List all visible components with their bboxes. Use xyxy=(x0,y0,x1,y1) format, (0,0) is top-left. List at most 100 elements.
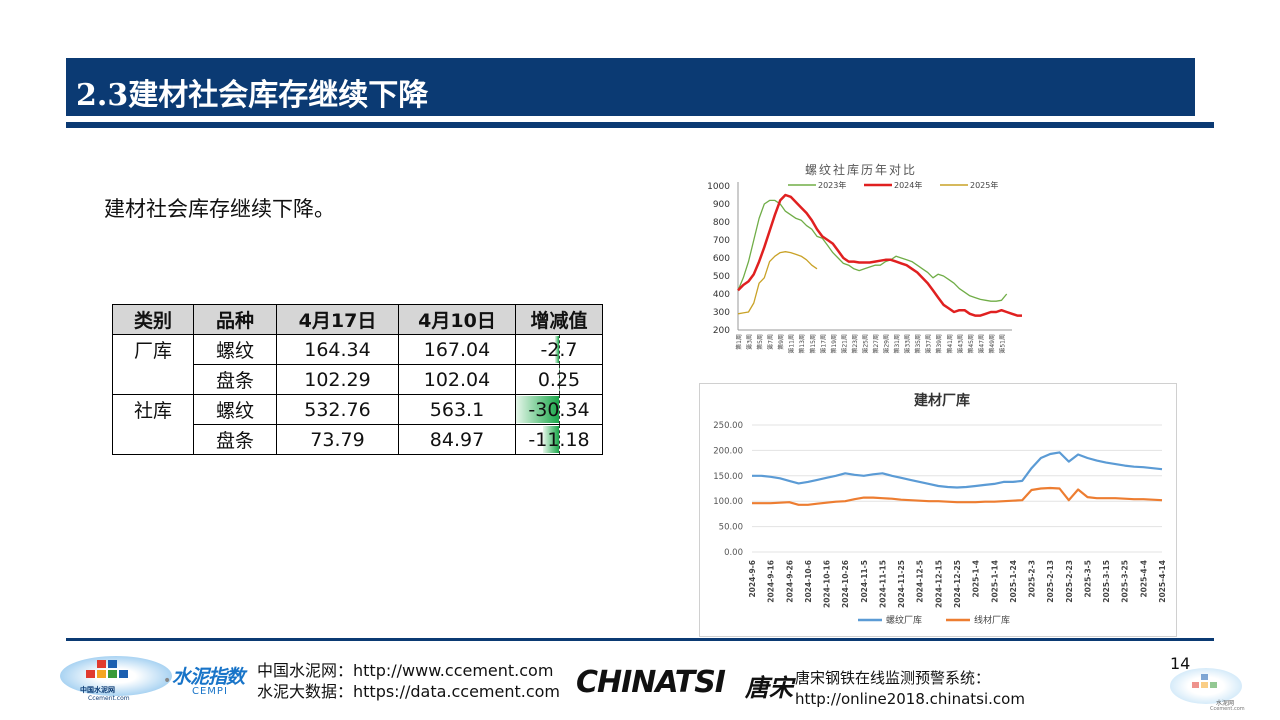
chinatsi-system-label: 唐宋钢铁在线监测预警系统： xyxy=(795,669,991,687)
chart1-x-tick-label: 第3周 xyxy=(746,334,754,350)
chart1-y-tick-label: 600 xyxy=(713,254,730,264)
table-row: 社库 螺纹 532.76 563.1 -30.34 xyxy=(112,394,603,425)
chart1-y-tick-label: 200 xyxy=(713,326,730,336)
chart2-x-tick-label: 2025-3-15 xyxy=(1102,560,1111,603)
chart1-x-tick-label: 第9周 xyxy=(777,334,785,350)
chart1-y-tick-label: 800 xyxy=(713,218,730,228)
mill-inventory-chart: 建材厂库 0.00 50.00 100.00 150.00 200.00 250.00 202… xyxy=(713,392,1167,626)
chart1-legend-label: 2024年 xyxy=(894,180,922,190)
chart2-x-tick-label: 2024-10-26 xyxy=(841,560,850,608)
chart1-x-tick-label: 第1周 xyxy=(735,334,743,350)
data-ccement-link[interactable]: 水泥大数据：https://data.ccement.com xyxy=(257,682,561,701)
chart1-series-line xyxy=(737,251,818,315)
cell-change: -2.7 xyxy=(515,334,603,365)
logo-square-green xyxy=(108,670,117,678)
chart1-x-tick-label: 第25周 xyxy=(861,334,869,354)
header-variety: 品种 xyxy=(193,304,277,335)
cell-apr10: 167.04 xyxy=(398,334,516,365)
logo-square-red xyxy=(97,660,106,668)
chart1-x-tick-label: 第11周 xyxy=(788,334,796,354)
change-bar xyxy=(516,396,559,423)
cell-apr17: 102.29 xyxy=(276,364,399,395)
rebar-social-inventory-chart: 螺纹社库历年对比2003004005006007008009001000第1周第… xyxy=(707,162,1022,354)
page-number: 14 xyxy=(1170,654,1191,673)
cell-change: 0.25 xyxy=(515,364,603,395)
chart2-x-tick-label: 2024-11-15 xyxy=(878,560,887,608)
tangsong-logo: 唐宋 xyxy=(745,673,793,702)
change-bar xyxy=(543,426,559,453)
chart2-x-tick-label: 2025-2-23 xyxy=(1065,560,1074,603)
chart2-x-tick-label: 2024-12-25 xyxy=(953,560,962,608)
logo-square-red xyxy=(1192,682,1199,688)
chinatsi-system-link[interactable]: http://online2018.chinatsi.com xyxy=(795,690,1025,708)
chart2-x-tick-label: 2024-10-6 xyxy=(804,560,813,603)
chart2-legend-label: 螺纹厂库 xyxy=(886,614,922,626)
ccement-logo-right-cn: 水泥网 xyxy=(1216,700,1235,707)
chart2-x-tick-label: 2024-11-25 xyxy=(897,560,906,608)
cell-variety: 螺纹 xyxy=(193,394,277,425)
footer-links: 中国水泥网：http://www.ccement.com 水泥大数据：https… xyxy=(257,660,560,702)
chart2-x-tick-label: 2025-3-5 xyxy=(1083,560,1092,598)
logo-square-orange xyxy=(1201,682,1208,688)
cell-category: 社库 xyxy=(112,394,194,425)
chart1-y-tick-label: 400 xyxy=(713,290,730,300)
chart1-x-tick-label: 第15周 xyxy=(809,334,817,354)
header-category: 类别 xyxy=(112,304,194,335)
chart2-x-tick-label: 2025-1-24 xyxy=(1009,560,1018,603)
chart1-x-tick-label: 第5周 xyxy=(756,334,764,350)
chart1-legend-label: 2025年 xyxy=(970,180,998,190)
cempi-logo-main: 水泥指数 xyxy=(172,666,245,688)
chart1-x-tick-label: 第27周 xyxy=(872,334,880,354)
cell-variety: 盘条 xyxy=(193,364,277,395)
cell-change: -11.18 xyxy=(515,424,603,455)
chart1-y-tick-label: 1000 xyxy=(707,182,730,192)
change-axis xyxy=(559,335,560,364)
chart1-series-line xyxy=(737,193,1022,317)
header-change: 增减值 xyxy=(515,304,603,335)
chart1-y-tick-label: 700 xyxy=(713,236,730,246)
change-axis xyxy=(559,425,560,454)
chart1-x-tick-label: 第19周 xyxy=(830,334,838,354)
chart1-x-tick-label: 第13周 xyxy=(798,334,806,354)
change-value: -2.7 xyxy=(540,338,578,361)
chart1-x-tick-label: 第7周 xyxy=(767,334,775,350)
chinatsi-system-text: 唐宋钢铁在线监测预警系统： http://online2018.chinatsi… xyxy=(795,668,1025,710)
ccement-logo-cn: 中国水泥网 xyxy=(80,686,115,694)
chart1-legend-label: 2023年 xyxy=(818,180,846,190)
subtitle-text: 建材社会库存继续下降。 xyxy=(104,197,335,221)
chart2-legend-label: 线材厂库 xyxy=(974,614,1010,626)
chart1-x-tick-label: 第37周 xyxy=(925,334,933,354)
ccement-logo: 中国水泥网 Ccement.com xyxy=(60,656,172,706)
change-value: -30.34 xyxy=(528,398,590,421)
chart2-y-tick-label: 0.00 xyxy=(724,548,743,558)
chart1-x-tick-label: 第43周 xyxy=(956,334,964,354)
ccement-logo-right: 水泥网 Ccement.com xyxy=(1170,668,1245,712)
chart1-y-tick-label: 900 xyxy=(713,200,730,210)
table-row: 厂库 螺纹 164.34 167.04 -2.7 xyxy=(112,334,603,365)
cell-category xyxy=(112,424,194,455)
title-bar: 2.3建材社会库存继续下降 xyxy=(66,58,1195,116)
cell-category: 厂库 xyxy=(112,334,194,365)
chart2-y-tick-label: 200.00 xyxy=(713,446,743,456)
chart2-y-tick-label: 250.00 xyxy=(713,421,743,431)
chart1-series-line xyxy=(737,199,1008,302)
footer-rule xyxy=(66,638,1214,641)
chart1-x-tick-label: 第31周 xyxy=(893,334,901,354)
chart1-y-tick-label: 500 xyxy=(713,272,730,282)
table-row: 盘条 73.79 84.97 -11.18 xyxy=(112,424,603,455)
chart1-x-tick-label: 第45周 xyxy=(967,334,975,354)
footer-dot-separator: • xyxy=(163,673,172,689)
chart1-x-tick-label: 第39周 xyxy=(935,334,943,354)
logo-square-green xyxy=(1210,682,1217,688)
chart2-x-tick-label: 2025-3-25 xyxy=(1121,560,1130,603)
cell-apr17: 532.76 xyxy=(276,394,399,425)
header-apr17: 4月17日 xyxy=(276,304,399,335)
cell-apr17: 164.34 xyxy=(276,334,399,365)
chart1-title: 螺纹社库历年对比 xyxy=(805,162,917,177)
chart1-x-tick-label: 第41周 xyxy=(946,334,954,354)
cell-variety: 盘条 xyxy=(193,424,277,455)
chart1-x-tick-label: 第35周 xyxy=(914,334,922,354)
chart2-x-tick-label: 2024-10-16 xyxy=(823,560,832,608)
ccement-link[interactable]: 中国水泥网：http://www.ccement.com xyxy=(257,661,554,680)
cell-variety: 螺纹 xyxy=(193,334,277,365)
